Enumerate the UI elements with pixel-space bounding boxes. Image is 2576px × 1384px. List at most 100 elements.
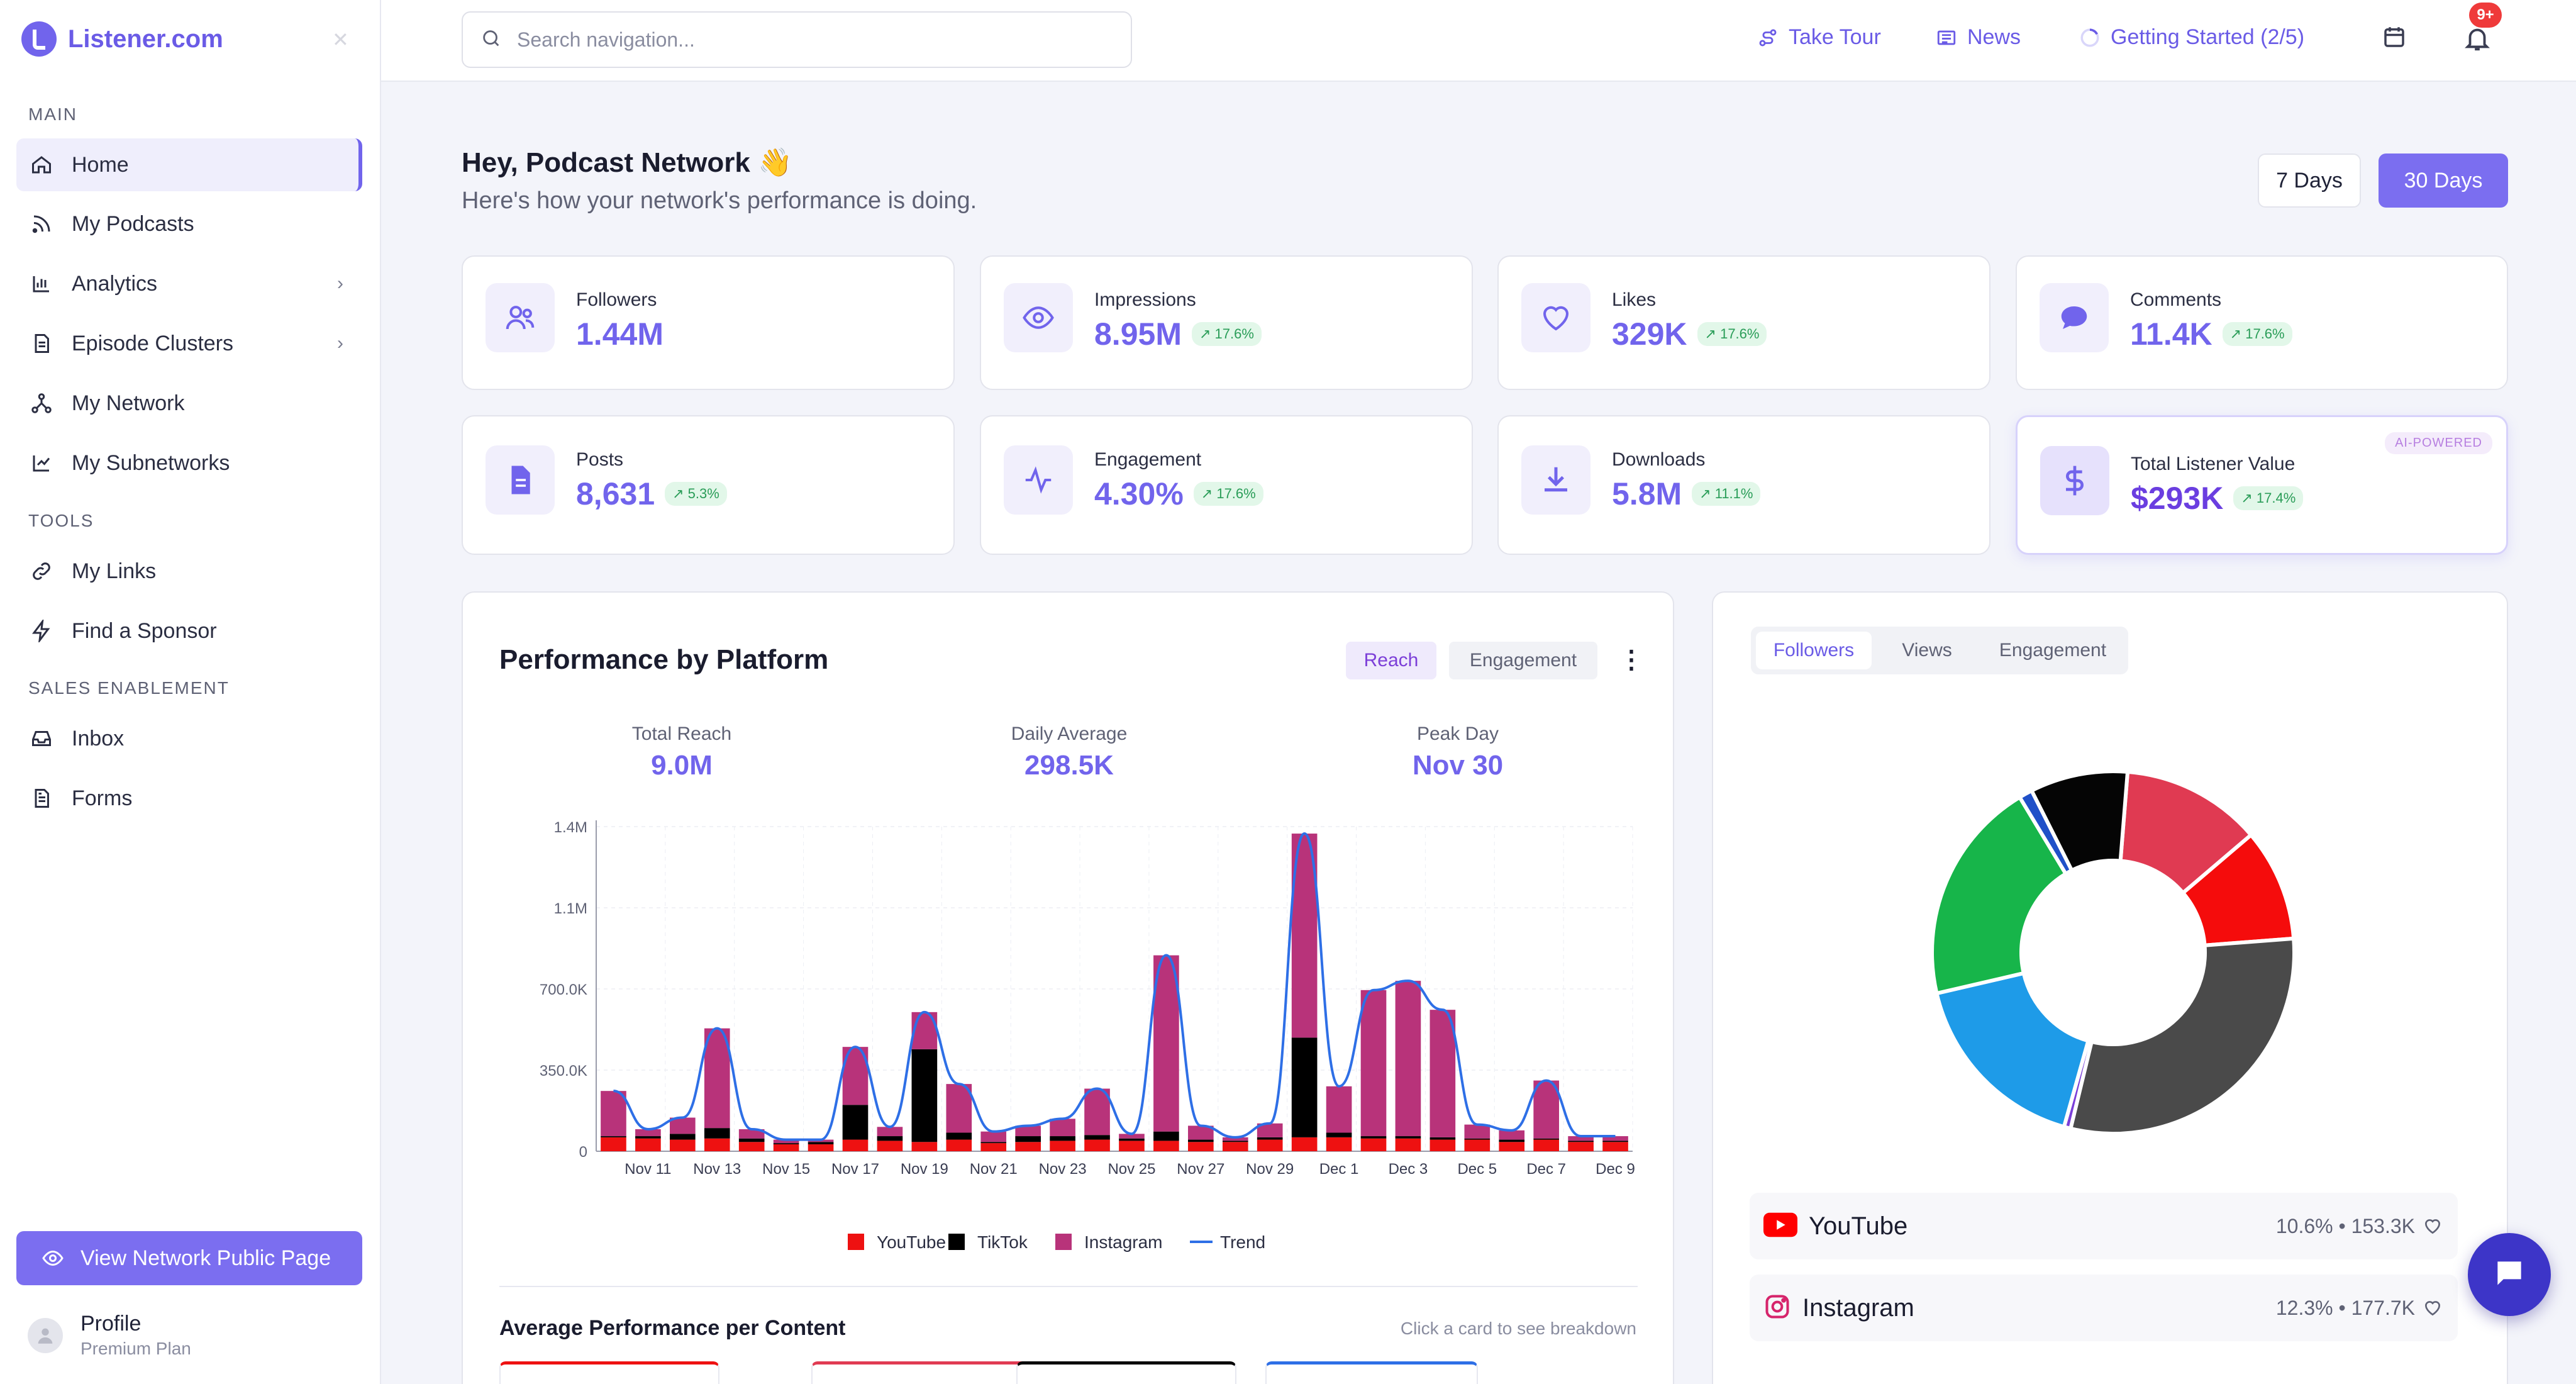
section-label-main: MAIN: [28, 104, 77, 124]
chat-button[interactable]: [2468, 1233, 2551, 1316]
range-7-days-button[interactable]: 7 Days: [2258, 153, 2361, 208]
stat-card-impressions[interactable]: Impressions 8.95M ↗ 17.6%: [980, 255, 1473, 390]
calendar-icon[interactable]: [2381, 24, 2407, 50]
chevron-right-icon: ›: [337, 273, 343, 294]
content-card-instagram[interactable]: [811, 1361, 1031, 1384]
bar-youtube: [1464, 1139, 1491, 1151]
x-tick-label: Nov 15: [762, 1161, 810, 1178]
bell-icon[interactable]: [2463, 24, 2492, 53]
y-tick-label: 1.1M: [554, 900, 587, 917]
summary-label: Daily Average: [1011, 723, 1128, 744]
search-icon: [480, 28, 502, 52]
inbox-icon: [29, 726, 54, 751]
stat-card-engagement[interactable]: Engagement 4.30% ↗ 17.6%: [980, 415, 1473, 555]
tab-engagement[interactable]: Engagement: [1999, 640, 2107, 661]
content-card-youtube[interactable]: [499, 1361, 719, 1384]
bar-tiktok: [1430, 1137, 1456, 1140]
take-tour-label: Take Tour: [1789, 25, 1881, 49]
legend-swatch: [1055, 1234, 1072, 1250]
bar-youtube: [1153, 1141, 1179, 1151]
bar-instagram: [911, 1012, 938, 1049]
bar-youtube: [1050, 1141, 1075, 1151]
tab-followers[interactable]: Followers: [1756, 632, 1872, 669]
stat-label: Impressions: [1094, 289, 1196, 310]
users-icon: [486, 283, 555, 352]
range-30-days-button[interactable]: 30 Days: [2379, 153, 2508, 208]
search-input[interactable]: [517, 28, 1083, 52]
stat-card-followers[interactable]: Followers 1.44M: [462, 255, 955, 390]
platform-row-instagram[interactable]: Instagram 12.3% • 177.7K: [1750, 1275, 2458, 1341]
bar-youtube: [1326, 1137, 1352, 1151]
bar-youtube: [1533, 1139, 1559, 1151]
bar-youtube: [980, 1143, 1007, 1151]
sidebar-item-label: My Subnetworks: [72, 450, 230, 475]
bar-tiktok: [808, 1142, 834, 1144]
bar-instagram: [635, 1129, 661, 1137]
sidebar-item-forms[interactable]: Forms: [16, 772, 362, 825]
stat-card-total-listener-value[interactable]: AI-POWERED Total Listener Value $293K ↗ 1…: [2016, 415, 2508, 555]
bar-tiktok: [980, 1142, 1007, 1144]
donut-slice: [1930, 795, 2068, 996]
take-tour-link[interactable]: Take Tour: [1757, 25, 1881, 50]
network-icon: [29, 391, 54, 416]
trend-badge: ↗ 17.6%: [1697, 322, 1767, 346]
bar-tiktok: [1153, 1131, 1179, 1141]
bar-instagram: [946, 1084, 972, 1133]
platform-row-youtube[interactable]: YouTube 10.6% • 153.3K: [1750, 1193, 2458, 1259]
bar-tiktok: [1326, 1132, 1352, 1137]
stat-card-likes[interactable]: Likes 329K ↗ 17.6%: [1497, 255, 1990, 390]
newspaper-icon: [1936, 27, 1957, 48]
bar-tiktok: [1257, 1137, 1283, 1140]
sidebar-item-my-network[interactable]: My Network: [16, 377, 362, 430]
summary-label: Total Reach: [631, 723, 732, 744]
sidebar-item-analytics[interactable]: Analytics ›: [16, 257, 362, 310]
bar-tiktok: [773, 1143, 799, 1144]
donut-slice: [2029, 769, 2130, 873]
stat-card-posts[interactable]: Posts 8,631 ↗ 5.3%: [462, 415, 955, 555]
news-link[interactable]: News: [1936, 25, 2021, 50]
sidebar-item-my-podcasts[interactable]: My Podcasts: [16, 198, 362, 250]
bar-tiktok: [946, 1132, 972, 1140]
sidebar-item-episode-clusters[interactable]: Episode Clusters ›: [16, 317, 362, 370]
x-tick-label: Nov 19: [901, 1161, 948, 1178]
content-card-tiktok[interactable]: [1016, 1361, 1236, 1384]
stat-value-row: $293K ↗ 17.4%: [2131, 480, 2304, 516]
section-label-tools: TOOLS: [28, 511, 94, 530]
content-card-other[interactable]: [1265, 1361, 1478, 1384]
bar-youtube: [738, 1142, 765, 1151]
stat-card-comments[interactable]: Comments 11.4K ↗ 17.6%: [2016, 255, 2508, 390]
stat-card-downloads[interactable]: Downloads 5.8M ↗ 11.1%: [1497, 415, 1990, 555]
bar-instagram: [1360, 990, 1387, 1137]
sidebar-item-my-links[interactable]: My Links: [16, 545, 362, 598]
bar-youtube: [1119, 1141, 1145, 1151]
view-public-page-button[interactable]: View Network Public Page: [16, 1231, 362, 1285]
sidebar-item-home[interactable]: Home: [16, 138, 362, 191]
news-label: News: [1967, 25, 2021, 49]
app-logo[interactable]: Listener.com: [21, 21, 223, 57]
heart-icon[interactable]: [2423, 1298, 2443, 1318]
sidebar-item-inbox[interactable]: Inbox: [16, 712, 362, 765]
sidebar-item-find-a-sponsor[interactable]: Find a Sponsor: [16, 605, 362, 657]
tab-views[interactable]: Views: [1902, 640, 1952, 661]
bar-tiktok: [1084, 1135, 1110, 1140]
stat-value-row: 8.95M ↗ 17.6%: [1094, 316, 1262, 352]
stat-value-row: 1.44M: [576, 316, 663, 352]
reach-toggle[interactable]: Reach: [1346, 642, 1436, 679]
instagram-icon: [1763, 1293, 1791, 1324]
getting-started-link[interactable]: Getting Started (2/5): [2079, 25, 2304, 50]
download-icon: [1521, 445, 1591, 515]
document-icon: [486, 445, 555, 515]
platform-name: Instagram: [1802, 1293, 1914, 1322]
profile-menu[interactable]: Profile Premium Plan: [28, 1312, 191, 1359]
bar-instagram: [1326, 1086, 1352, 1133]
heart-icon[interactable]: [2423, 1216, 2443, 1236]
x-tick-label: Nov 17: [831, 1161, 879, 1178]
close-icon[interactable]: ✕: [332, 28, 349, 51]
sidebar-item-label: My Podcasts: [72, 211, 194, 236]
x-tick-label: Dec 9: [1596, 1161, 1635, 1178]
search-box[interactable]: [462, 11, 1132, 68]
engagement-toggle[interactable]: Engagement: [1449, 642, 1597, 679]
more-options-icon[interactable]: ⋮: [1619, 646, 1644, 674]
sidebar-item-my-subnetworks[interactable]: My Subnetworks: [16, 437, 362, 489]
stat-label: Engagement: [1094, 449, 1202, 470]
